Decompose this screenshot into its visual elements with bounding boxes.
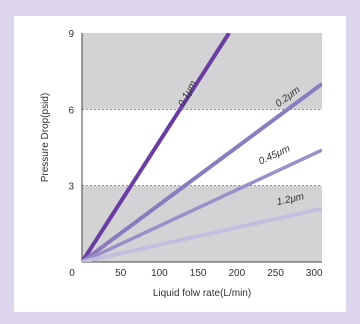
x-tick-label-0: 0 xyxy=(69,268,75,279)
x-tick-label-100: 100 xyxy=(151,268,168,279)
x-tick-label-150: 150 xyxy=(190,268,207,279)
series-line-0 xyxy=(82,33,231,262)
y-axis-label: Pressure Drop(psid) xyxy=(40,93,51,182)
shaded-band-1 xyxy=(82,33,322,110)
x-axis-label: Liquid folw rate(L/min) xyxy=(153,288,251,299)
series-line-2 xyxy=(82,148,322,262)
x-tick-label-200: 200 xyxy=(228,268,245,279)
y-tick-label-9: 9 xyxy=(68,29,74,40)
x-tick-label-50: 50 xyxy=(115,268,127,279)
series-line-3 xyxy=(82,206,322,262)
y-tick-label-6: 6 xyxy=(68,105,74,116)
x-tick-label-300: 300 xyxy=(306,268,323,279)
series-label-2: 0.45μm xyxy=(257,143,292,167)
y-tick-label-3: 3 xyxy=(68,182,74,193)
series-line-1 xyxy=(82,82,322,262)
x-tick-label-250: 250 xyxy=(267,268,284,279)
